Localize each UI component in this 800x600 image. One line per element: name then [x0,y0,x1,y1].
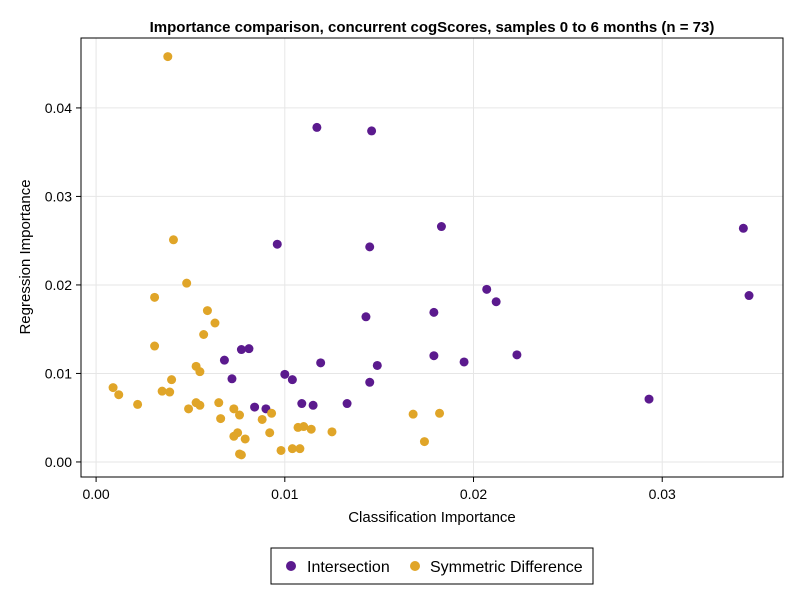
point-symmetric-difference [235,410,245,420]
point-symmetric-difference [210,318,220,328]
y-axis-label: Regression Importance [17,179,34,334]
point-intersection [436,222,446,232]
point-intersection [287,375,297,385]
point-symmetric-difference [133,399,143,409]
point-intersection [372,360,382,370]
x-axis-ticks: 0.00 0.01 0.02 0.03 [82,477,676,502]
point-symmetric-difference [184,404,194,414]
point-symmetric-difference [157,386,167,396]
x-tick-label: 0.03 [649,486,676,502]
plot-frame [80,37,784,478]
point-symmetric-difference [202,306,212,316]
legend-marker-symmetric-difference [410,561,420,571]
legend-marker-intersection [286,561,296,571]
legend-box [270,547,594,585]
point-symmetric-difference [435,408,445,418]
legend: Intersection Symmetric Difference [270,547,594,585]
point-symmetric-difference [408,409,418,419]
point-symmetric-difference [195,367,205,377]
point-intersection [361,312,371,322]
point-intersection [250,402,260,412]
point-symmetric-difference [419,437,429,447]
point-symmetric-difference [114,390,124,400]
point-intersection [459,357,469,367]
point-symmetric-difference [257,414,267,424]
point-symmetric-difference [295,444,305,454]
y-axis-ticks: 0.00 0.01 0.02 0.03 0.04 [45,100,81,470]
point-intersection [297,399,307,409]
point-symmetric-difference [165,387,175,397]
point-symmetric-difference [236,450,246,460]
point-symmetric-difference [267,408,277,418]
point-intersection [312,122,322,132]
point-symmetric-difference [265,428,275,438]
point-symmetric-difference [327,427,337,437]
point-symmetric-difference [167,375,177,385]
point-intersection [272,239,282,249]
point-symmetric-difference [150,341,160,351]
point-symmetric-difference [150,292,160,302]
point-symmetric-difference [276,445,286,455]
point-intersection [227,374,237,384]
point-intersection [738,223,748,233]
point-symmetric-difference [229,431,239,441]
point-symmetric-difference [216,414,226,424]
point-symmetric-difference [108,383,118,393]
point-intersection [482,284,492,294]
point-intersection [342,399,352,409]
legend-label-symmetric-difference: Symmetric Difference [430,559,583,576]
point-symmetric-difference [229,404,239,414]
y-tick-label: 0.01 [45,365,72,381]
point-intersection [316,358,326,368]
y-tick-label: 0.00 [45,454,72,470]
y-tick-label: 0.04 [45,100,72,116]
x-tick-label: 0.00 [82,486,109,502]
point-symmetric-difference [182,278,192,288]
point-intersection [367,126,377,136]
point-intersection [429,351,439,361]
point-intersection [512,350,522,360]
chart-title: Importance comparison, concurrent cogSco… [150,19,715,36]
point-symmetric-difference [214,398,224,408]
x-tick-label: 0.01 [271,486,298,502]
point-symmetric-difference [199,330,209,340]
legend-label-intersection: Intersection [307,559,390,576]
x-axis-label: Classification Importance [348,509,516,526]
point-intersection [365,377,375,387]
point-symmetric-difference [299,422,309,432]
point-symmetric-difference [306,424,316,434]
point-symmetric-difference [240,434,250,444]
point-intersection [491,297,501,307]
x-tick-label: 0.02 [460,486,487,502]
point-intersection [429,307,439,317]
data-points [108,52,754,460]
point-intersection [744,291,754,301]
point-intersection [644,394,654,404]
point-symmetric-difference [168,235,178,245]
point-symmetric-difference [195,400,205,410]
point-intersection [280,369,290,379]
point-symmetric-difference [287,444,297,454]
y-tick-label: 0.02 [45,277,72,293]
point-intersection [236,345,246,355]
point-symmetric-difference [163,52,173,62]
point-intersection [219,355,229,365]
point-intersection [244,344,254,354]
y-tick-label: 0.03 [45,188,72,204]
point-intersection [308,400,318,410]
point-intersection [365,242,375,252]
